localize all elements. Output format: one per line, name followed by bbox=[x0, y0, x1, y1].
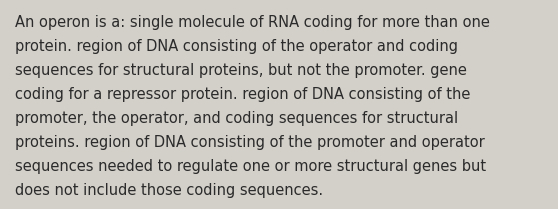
Text: sequences needed to regulate one or more structural genes but: sequences needed to regulate one or more… bbox=[15, 159, 486, 174]
Text: protein. region of DNA consisting of the operator and coding: protein. region of DNA consisting of the… bbox=[15, 39, 458, 54]
Text: proteins. region of DNA consisting of the promoter and operator: proteins. region of DNA consisting of th… bbox=[15, 135, 485, 150]
Text: sequences for structural proteins, but not the promoter. gene: sequences for structural proteins, but n… bbox=[15, 63, 467, 78]
Text: promoter, the operator, and coding sequences for structural: promoter, the operator, and coding seque… bbox=[15, 111, 458, 126]
Text: An operon is a: single molecule of RNA coding for more than one: An operon is a: single molecule of RNA c… bbox=[15, 15, 490, 30]
Text: coding for a repressor protein. region of DNA consisting of the: coding for a repressor protein. region o… bbox=[15, 87, 470, 102]
Text: does not include those coding sequences.: does not include those coding sequences. bbox=[15, 183, 323, 198]
